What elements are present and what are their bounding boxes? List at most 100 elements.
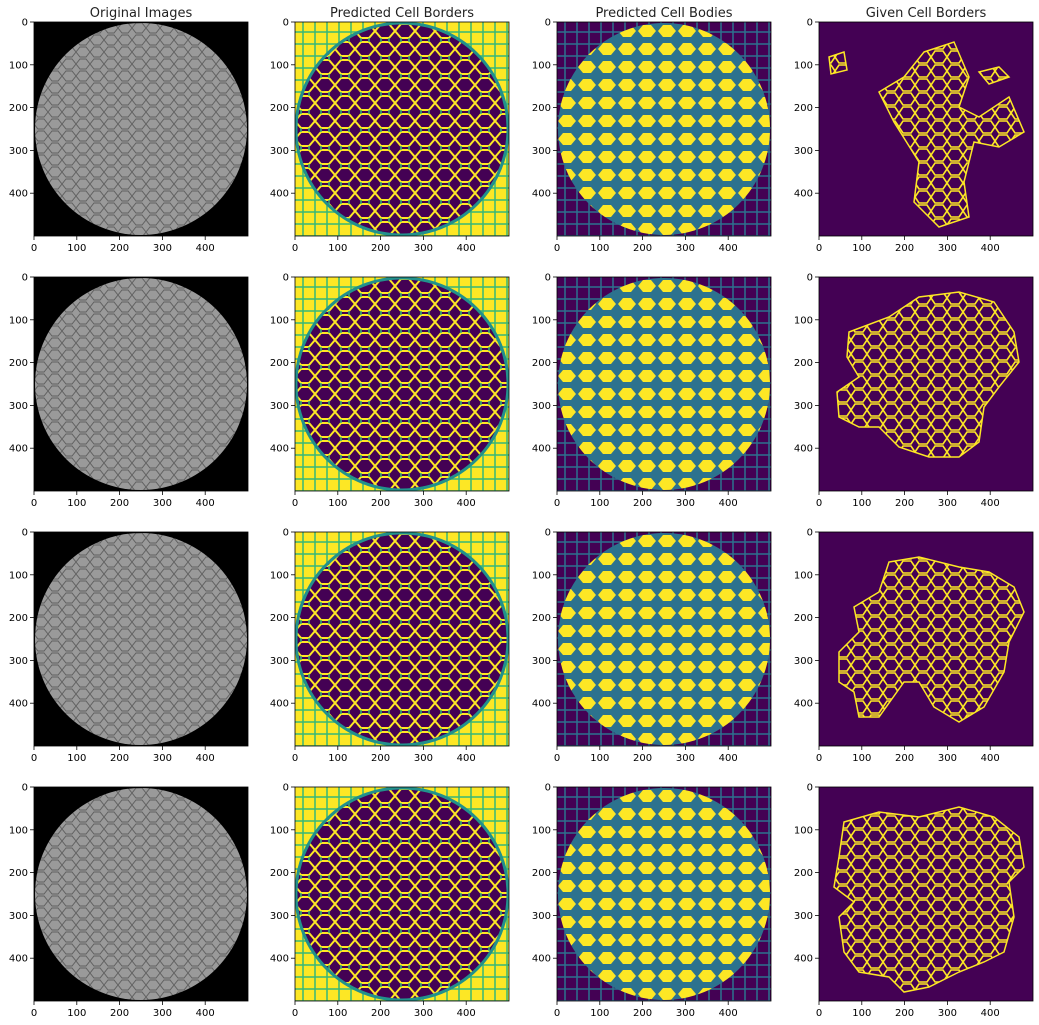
y-tick-label: 100 [9,570,28,581]
x-tick-label: 0 [292,1008,298,1019]
annotated-cells [838,556,1025,723]
y-tick-label: 200 [794,103,813,114]
x-tick-label: 100 [852,243,871,254]
image-disc [558,533,770,745]
y-tick-label: 300 [794,656,813,667]
y-tick-label: 0 [807,528,813,539]
y-tick-label: 400 [270,444,289,455]
y-tick-label: 400 [270,699,289,710]
column-title-1: Original Images [90,6,193,21]
panel-r4-c1: 0 100 200 300 400 0 100 200 300 400 [9,783,249,1019]
panel-r4-c2: 0 100 200 300 400 0 100 200 300 400 [270,783,510,1019]
panel-r2-c2: 0 100 200 300 400 0 100 200 300 400 [270,273,510,509]
y-tick-label: 200 [532,613,551,624]
x-tick-label: 300 [938,498,957,509]
panel-r1-c2: 0 100 200 300 400 0 100 200 300 400 [270,18,510,254]
panel-r3-c1: 0 100 200 300 400 0 100 200 300 400 [9,528,249,764]
y-tick-label: 0 [545,18,551,29]
x-tick-label: 400 [196,243,215,254]
image-disc [35,788,247,1000]
x-tick-label: 300 [414,243,433,254]
annotated-cells [828,41,1025,228]
x-tick-label: 200 [895,243,914,254]
y-tick-label: 0 [807,783,813,794]
y-tick-label: 0 [22,273,28,284]
x-tick-label: 200 [633,498,652,509]
column-title-2: Predicted Cell Borders [330,6,474,21]
y-tick-label: 200 [270,358,289,369]
y-tick-label: 400 [9,699,28,710]
y-tick-label: 300 [9,401,28,412]
panels: 0 100 200 300 400 0 100 200 300 400 0 100 200 300 400 0… [9,18,1034,1019]
y-tick-label: 400 [532,189,551,200]
x-tick-label: 0 [554,498,560,509]
x-tick-label: 400 [981,753,1000,764]
x-tick-label: 300 [676,1008,695,1019]
x-tick-label: 200 [371,498,390,509]
y-tick-label: 400 [794,444,813,455]
x-tick-label: 400 [981,498,1000,509]
y-tick-label: 100 [270,825,289,836]
y-tick-label: 100 [9,825,28,836]
panel-r4-c4: 0 100 200 300 400 0 100 200 300 400 [794,783,1034,1019]
y-tick-label: 400 [794,954,813,965]
y-tick-label: 0 [545,783,551,794]
y-tick-label: 300 [9,146,28,157]
x-tick-label: 200 [371,243,390,254]
x-tick-label: 300 [414,498,433,509]
y-tick-label: 0 [22,528,28,539]
x-tick-label: 100 [852,753,871,764]
x-tick-label: 100 [852,498,871,509]
y-tick-label: 400 [794,189,813,200]
panel-r1-c3: 0 100 200 300 400 0 100 200 300 400 [532,18,772,254]
y-tick-label: 300 [270,656,289,667]
y-tick-label: 0 [22,783,28,794]
image-disc [296,788,508,1000]
y-tick-label: 100 [794,60,813,71]
y-tick-label: 100 [794,315,813,326]
image-disc [296,278,508,490]
x-tick-label: 400 [196,753,215,764]
image-disc [35,278,247,490]
x-tick-label: 0 [292,498,298,509]
x-tick-label: 400 [719,753,738,764]
x-tick-label: 300 [153,1008,172,1019]
y-tick-label: 200 [532,358,551,369]
panel-r2-c1: 0 100 200 300 400 0 100 200 300 400 [9,273,249,509]
x-tick-label: 300 [676,243,695,254]
x-tick-label: 0 [554,753,560,764]
y-tick-label: 200 [794,358,813,369]
y-tick-label: 400 [9,954,28,965]
y-tick-label: 300 [532,656,551,667]
x-tick-label: 100 [328,1008,347,1019]
x-tick-label: 400 [719,498,738,509]
x-tick-label: 300 [414,753,433,764]
x-tick-label: 200 [371,753,390,764]
y-tick-label: 300 [532,911,551,922]
y-tick-label: 200 [270,868,289,879]
x-tick-label: 0 [31,1008,37,1019]
x-tick-label: 0 [554,243,560,254]
x-tick-label: 0 [554,1008,560,1019]
image-disc [558,23,770,235]
image-disc [558,278,770,490]
x-tick-label: 0 [31,753,37,764]
x-tick-label: 200 [633,243,652,254]
y-tick-label: 0 [545,273,551,284]
image-disc [296,23,508,235]
y-tick-label: 100 [532,825,551,836]
x-tick-label: 100 [67,1008,86,1019]
x-tick-label: 200 [895,753,914,764]
x-tick-label: 100 [590,753,609,764]
y-tick-label: 200 [9,103,28,114]
x-tick-label: 100 [67,498,86,509]
y-tick-label: 100 [270,570,289,581]
y-tick-label: 400 [270,189,289,200]
y-tick-label: 300 [794,401,813,412]
y-tick-label: 400 [532,444,551,455]
image-disc [35,23,247,235]
y-tick-label: 100 [9,60,28,71]
x-tick-label: 400 [457,498,476,509]
x-tick-label: 200 [895,1008,914,1019]
x-tick-label: 400 [457,243,476,254]
